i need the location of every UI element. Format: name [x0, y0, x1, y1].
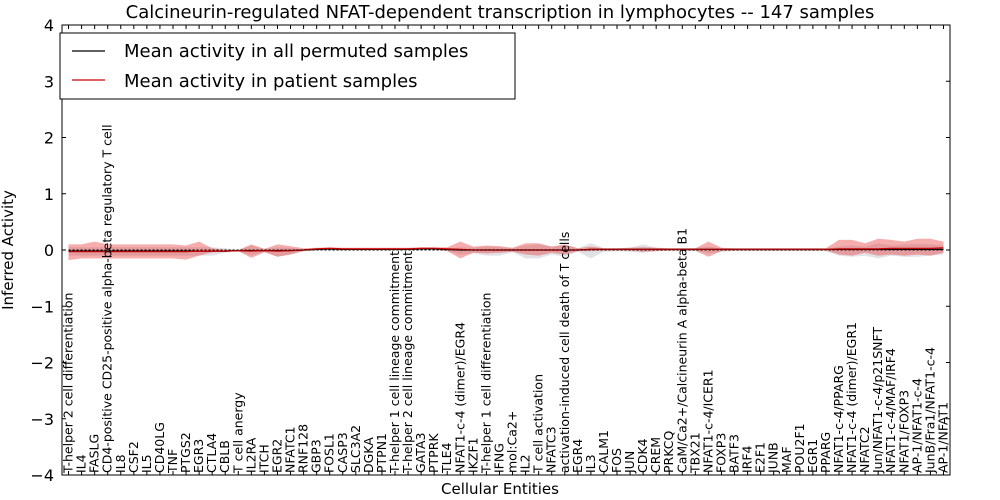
- x-axis-title: Cellular Entities: [441, 480, 559, 498]
- y-tick-label: −1: [30, 297, 54, 316]
- x-category-label: MAF: [779, 446, 794, 473]
- x-category-label: FOXP3: [714, 433, 729, 473]
- x-category-label: ITCH: [256, 444, 271, 473]
- y-tick-label: −4: [30, 466, 54, 485]
- x-category-label: AP-1/NFAT1-c-4: [909, 378, 924, 473]
- band-permuted: [68, 243, 944, 259]
- x-category-label: NFATC1: [283, 426, 298, 473]
- x-category-label: T-helper 1 cell differentiation: [478, 293, 493, 474]
- x-category-label: CTLA4: [204, 433, 219, 473]
- x-category-label: PRKCQ: [661, 431, 676, 473]
- x-category-label: T-helper 2 cell differentiation: [61, 293, 76, 474]
- y-tick-label: 0: [44, 241, 54, 260]
- y-tick-label: −2: [30, 354, 54, 373]
- y-tick-label: 2: [44, 129, 54, 148]
- x-category-label: T-helper 1 cell lineage commitment: [387, 251, 402, 474]
- x-category-label: IL2RA: [243, 437, 258, 473]
- x-category-label: CBLB: [217, 440, 232, 473]
- x-category-label: activation-induced cell death of T cells: [557, 232, 572, 473]
- legend-label-permuted: Mean activity in all permuted samples: [124, 41, 468, 62]
- x-category-label: FOSL1: [322, 433, 337, 473]
- x-category-label: TLE4: [439, 443, 454, 474]
- x-axis-categories: T-helper 2 cell differentiationIL4FASLGC…: [61, 25, 951, 475]
- x-category-label: E2F1: [753, 442, 768, 473]
- x-category-label: JUNB: [766, 442, 781, 474]
- x-category-label: IL8: [113, 454, 128, 473]
- x-category-label: SLC3A2: [348, 425, 363, 473]
- y-tick-label: 3: [44, 72, 54, 91]
- x-category-label: IKZF1: [465, 437, 480, 473]
- x-category-label: TBX21: [687, 432, 702, 474]
- x-category-label: IL3: [583, 454, 598, 473]
- x-category-label: GBP3: [309, 439, 324, 473]
- x-category-label: NFAT1/FOXP3: [896, 390, 911, 473]
- x-category-label: TNF: [165, 449, 180, 474]
- legend-box: [59, 32, 516, 100]
- x-category-label: T cell activation: [531, 374, 546, 474]
- x-category-label: IL4: [74, 454, 89, 473]
- chart-title: Calcineurin-regulated NFAT-dependent tra…: [126, 2, 875, 23]
- x-category-label: CDK4: [635, 438, 650, 473]
- x-category-label: PTPRK: [426, 433, 441, 473]
- legend: Mean activity in all permuted samples Me…: [59, 32, 516, 100]
- x-category-label: FASLG: [87, 434, 102, 473]
- legend-label-patient: Mean activity in patient samples: [124, 71, 418, 92]
- x-category-label: EGR3: [191, 439, 206, 473]
- x-category-label: CD4-positive CD25-positive alpha-beta re…: [100, 124, 115, 473]
- x-category-label: PPARG: [818, 432, 833, 473]
- x-category-label: NFAT1-c-4 (dimer)/EGR4: [452, 322, 467, 473]
- x-category-label: NFATC2: [857, 426, 872, 473]
- x-category-label: T cell anergy: [230, 392, 245, 474]
- x-category-label: AP-1/NFAT1: [936, 402, 951, 473]
- x-category-label: FOS: [609, 448, 624, 473]
- x-category-label: mol:Ca2+: [505, 411, 520, 473]
- x-category-label: NFAT1-c-4/PPARG: [831, 365, 846, 473]
- x-category-label: CASP3: [335, 432, 350, 473]
- x-category-label: IRF4: [740, 445, 755, 473]
- x-category-label: NFATC3: [544, 426, 559, 473]
- x-category-label: GATA3: [413, 433, 428, 473]
- x-category-label: EGR2: [270, 439, 285, 473]
- x-category-label: CD40LG: [152, 422, 167, 473]
- x-category-label: CREM: [648, 437, 663, 473]
- x-category-label: EGR4: [570, 439, 585, 473]
- y-tick-label: 1: [44, 185, 54, 204]
- x-category-label: EGR1: [805, 439, 820, 473]
- x-category-label: IL2: [518, 454, 533, 473]
- x-category-label: NFAT1-c-4 (dimer)/EGR1: [844, 322, 859, 473]
- x-category-label: BATF3: [727, 434, 742, 473]
- y-axis-title: Inferred Activity: [0, 190, 17, 310]
- x-category-label: CALM1: [596, 430, 611, 473]
- x-category-label: DGKA: [361, 437, 376, 473]
- x-category-label: NFAT1-c-4/ICER1: [700, 369, 715, 473]
- x-category-label: POU2F1: [792, 423, 807, 473]
- x-category-label: JunB/Fra1/NFAT1-c-4: [922, 347, 937, 474]
- x-category-label: IFNG: [492, 443, 507, 473]
- x-category-label: PTGS2: [178, 432, 193, 473]
- x-category-label: NFAT1-c-4/MAF/IRF4: [883, 348, 898, 473]
- x-category-label: CSF2: [126, 441, 141, 473]
- x-category-label: Jun/NFAT1-c-4/p21SNFT: [870, 327, 885, 474]
- y-tick-label: −3: [30, 410, 54, 429]
- x-category-label: IL5: [139, 454, 154, 473]
- y-axis: −4 −3 −2 −1 0 1 2 3 4: [30, 16, 950, 485]
- x-category-label: T-helper 2 cell lineage commitment: [400, 251, 415, 474]
- x-category-label: PTPN1: [374, 433, 389, 473]
- x-category-label: JUN: [622, 451, 637, 474]
- x-category-label: RNF128: [296, 424, 311, 473]
- y-tick-label: 4: [44, 16, 54, 35]
- x-category-label: CaM/Ca2+/Calcineurin A alpha-beta B1: [674, 228, 689, 473]
